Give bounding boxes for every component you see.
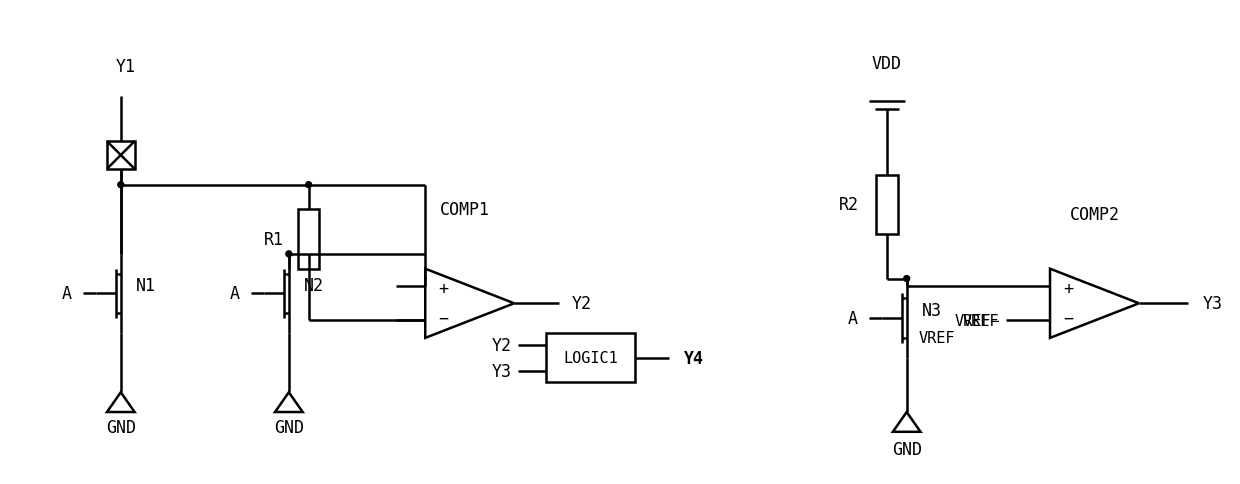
Text: A: A <box>62 285 72 303</box>
Circle shape <box>904 276 910 282</box>
Text: Y1: Y1 <box>115 58 136 76</box>
Text: VREF: VREF <box>919 331 955 346</box>
Text: GND: GND <box>105 418 136 436</box>
Text: VREF−: VREF− <box>955 313 1001 328</box>
Text: +: + <box>1063 280 1073 298</box>
Text: Y2: Y2 <box>572 295 591 313</box>
Text: +: + <box>438 280 448 298</box>
Text: Y4: Y4 <box>684 349 704 367</box>
Circle shape <box>118 182 124 188</box>
Text: R2: R2 <box>839 196 859 214</box>
Text: GND: GND <box>274 418 304 436</box>
Text: A: A <box>229 285 239 303</box>
Text: LOGIC1: LOGIC1 <box>563 350 618 365</box>
Text: N1: N1 <box>135 277 155 295</box>
Text: N2: N2 <box>304 277 324 295</box>
Circle shape <box>305 182 311 188</box>
Text: R1: R1 <box>264 230 284 248</box>
Text: COMP2: COMP2 <box>1070 206 1120 224</box>
Text: GND: GND <box>892 439 921 458</box>
Text: VDD: VDD <box>872 55 901 73</box>
Text: −: − <box>1063 309 1073 328</box>
Bar <box>546 333 635 382</box>
Text: Y3: Y3 <box>491 362 511 380</box>
Bar <box>298 210 320 269</box>
Circle shape <box>286 251 291 257</box>
Bar <box>875 175 898 235</box>
Text: A: A <box>847 309 857 328</box>
Text: VREF: VREF <box>962 313 998 328</box>
Bar <box>107 142 135 169</box>
Text: Y2: Y2 <box>491 336 511 354</box>
Text: N3: N3 <box>921 302 941 319</box>
Text: COMP1: COMP1 <box>440 201 490 219</box>
Text: −: − <box>438 309 448 328</box>
Text: Y3: Y3 <box>1203 295 1223 313</box>
